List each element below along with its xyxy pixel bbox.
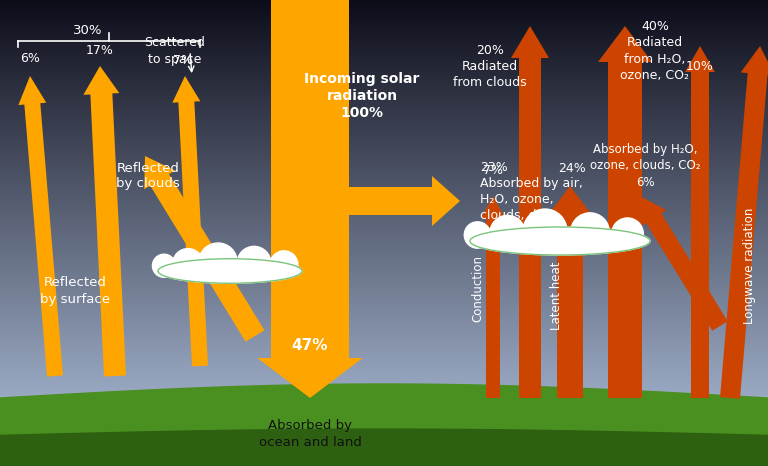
Polygon shape — [685, 46, 715, 398]
Text: 7%: 7% — [173, 55, 193, 68]
Text: Absorbed by
ocean and land: Absorbed by ocean and land — [259, 419, 362, 448]
Circle shape — [237, 247, 271, 280]
Circle shape — [153, 254, 176, 277]
Circle shape — [523, 209, 567, 253]
Text: 6%: 6% — [20, 53, 40, 66]
Text: Incoming solar
radiation
100%: Incoming solar radiation 100% — [304, 72, 419, 120]
Polygon shape — [84, 66, 126, 377]
Circle shape — [173, 248, 204, 280]
Polygon shape — [144, 156, 264, 342]
Text: 30%: 30% — [73, 25, 103, 37]
Text: 47%: 47% — [292, 338, 328, 354]
Polygon shape — [349, 176, 460, 226]
Text: Scattered
to space: Scattered to space — [144, 36, 205, 66]
Polygon shape — [18, 76, 63, 377]
Polygon shape — [720, 46, 768, 399]
Text: 40%
Radiated
from H₂O,
ozone, CO₂: 40% Radiated from H₂O, ozone, CO₂ — [621, 21, 690, 82]
Polygon shape — [172, 76, 208, 366]
Text: Reflected
by clouds: Reflected by clouds — [116, 162, 180, 191]
Ellipse shape — [158, 259, 302, 283]
Polygon shape — [640, 196, 727, 331]
Circle shape — [490, 215, 525, 251]
Polygon shape — [481, 196, 505, 398]
Circle shape — [611, 218, 644, 250]
Circle shape — [270, 251, 298, 279]
Polygon shape — [511, 26, 549, 398]
Text: 7%: 7% — [483, 164, 503, 178]
Text: 17%: 17% — [86, 44, 114, 57]
Text: Latent heat: Latent heat — [551, 262, 564, 330]
Text: Reflected
by surface: Reflected by surface — [40, 276, 110, 306]
Polygon shape — [549, 186, 591, 398]
Circle shape — [465, 222, 491, 248]
Text: 10%: 10% — [686, 60, 714, 73]
Polygon shape — [598, 26, 652, 398]
Text: Conduction: Conduction — [472, 254, 485, 322]
Text: Absorbed by H₂O,
ozone, clouds, CO₂
6%: Absorbed by H₂O, ozone, clouds, CO₂ 6% — [590, 144, 700, 189]
Circle shape — [199, 243, 237, 281]
Text: 23%
Absorbed by air,
H₂O, ozone,
clouds, dust: 23% Absorbed by air, H₂O, ozone, clouds,… — [480, 161, 583, 222]
Text: 20%
Radiated
from clouds: 20% Radiated from clouds — [453, 43, 527, 89]
Ellipse shape — [470, 227, 650, 255]
Circle shape — [571, 213, 609, 252]
Polygon shape — [257, 0, 362, 398]
Text: 24%: 24% — [558, 162, 586, 174]
Text: Longwave radiation: Longwave radiation — [743, 208, 756, 324]
